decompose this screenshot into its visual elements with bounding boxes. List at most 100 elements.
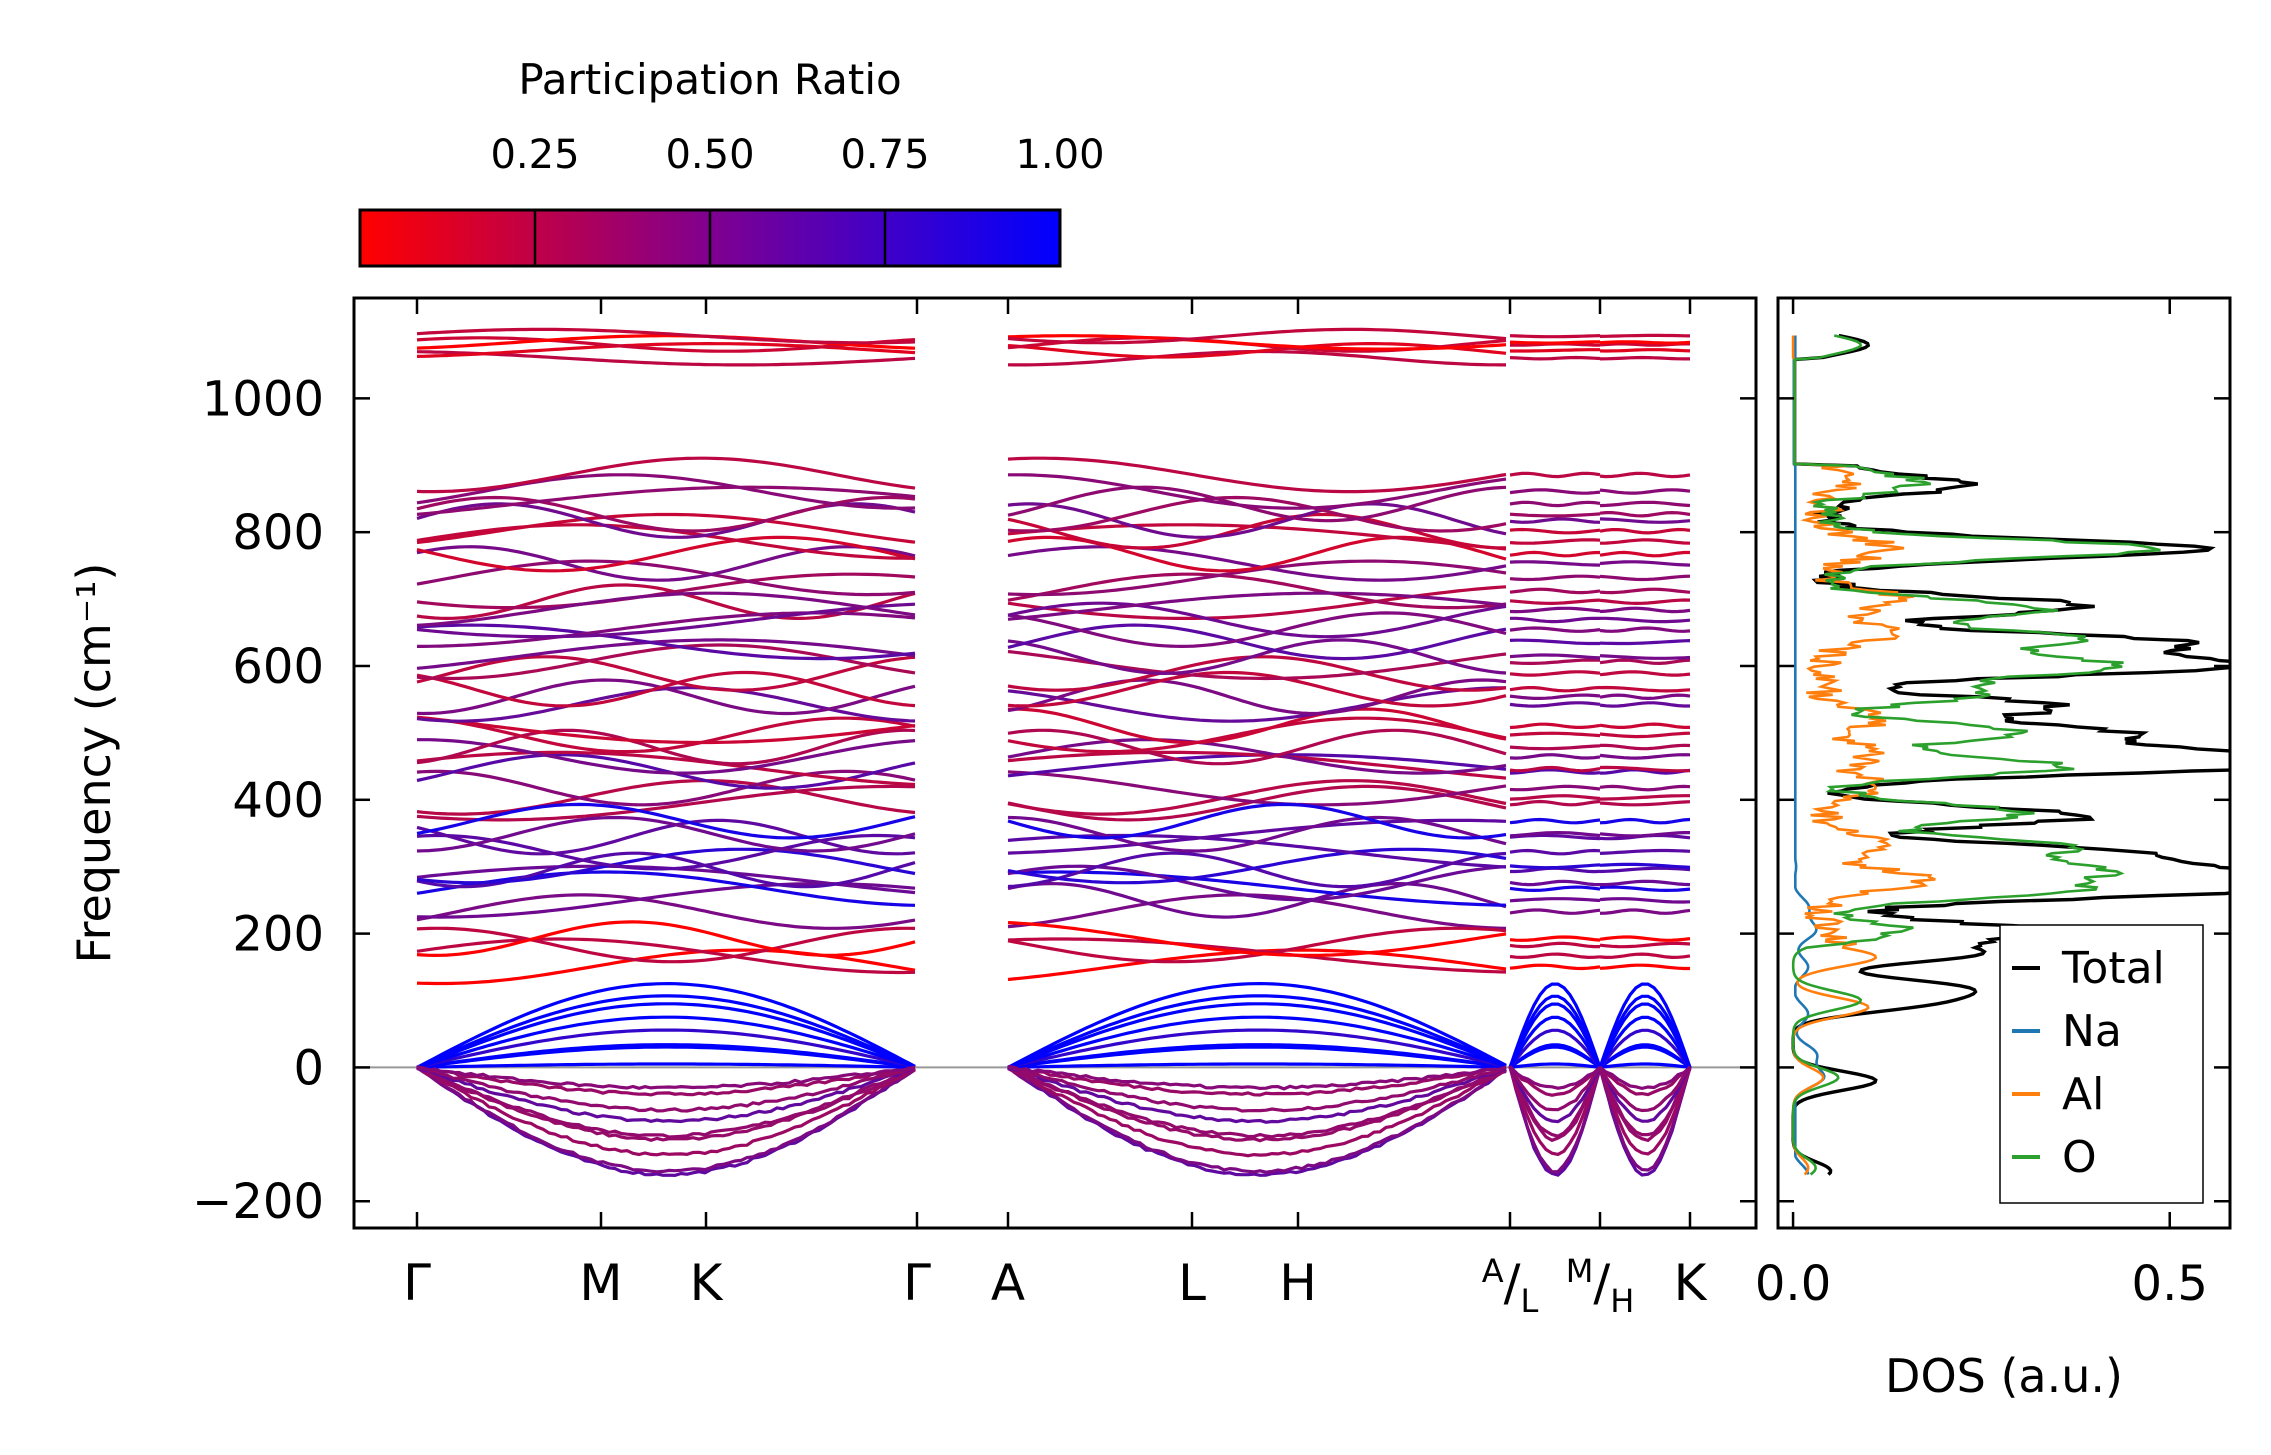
band-line [416,327,916,345]
band-line [1007,1065,1507,1091]
band-line [1007,1028,1507,1069]
band-line [416,473,916,510]
band-line [1509,952,1601,960]
band-line [417,738,916,775]
band-line [1599,935,1691,942]
band-line [1509,794,1601,801]
band-line [416,1015,916,1069]
band-line [1508,1066,1602,1174]
band-line [1510,616,1601,624]
k-path-label: L [1178,1254,1206,1312]
k-path-label: Γ [403,1254,431,1312]
dos-panel: 0.0 0.5 DOS (a.u.) Total Na Al O [1755,296,2232,1403]
band-line [1007,893,1507,930]
band-line [416,994,916,1069]
band-line [1599,693,1691,701]
band-line [1007,750,1507,780]
band-line [416,583,916,621]
band-structure-panel: −200 0 200 400 600 800 1000 Γ M K Γ A L H A/L M/H K Fre… [67,296,1758,1320]
band-line [416,1028,916,1069]
band-line [1007,847,1507,885]
band-line [1599,885,1691,893]
band-line [1007,512,1506,550]
band-line [1509,598,1601,606]
band-line [1509,731,1601,738]
band-line [1509,653,1601,660]
band-line [1599,658,1691,666]
y-tick-label: 1000 [202,371,324,427]
band-line [1599,538,1691,545]
y-tick-label: 200 [232,907,324,963]
band-line [1509,1062,1601,1069]
band-line [1509,355,1601,361]
band-line [1007,495,1507,533]
band-line [1509,885,1601,893]
band-line [1509,550,1601,558]
band-line [416,545,916,582]
band-line [1007,921,1507,958]
band-line [416,728,916,766]
dos-axes-frame [1776,296,2232,1230]
band-line [1509,830,1601,838]
band-line [1007,585,1507,620]
band-line [1599,471,1691,479]
band-line [1599,340,1691,345]
band-line [1007,738,1507,775]
band-line [1599,587,1691,595]
band-line [416,779,916,816]
colorbar-label: Participation Ratio [518,55,901,104]
band-line [1599,348,1691,353]
k-path-label: M [579,1254,622,1312]
band-line [1508,1066,1602,1138]
band-line [1599,574,1691,582]
band-line [1599,722,1690,729]
dos-x-tick-label: 0.0 [1755,1256,1831,1312]
band-line [416,1043,916,1069]
legend-label: Total [2061,943,2165,994]
band-line [416,1064,916,1113]
band-line [416,715,916,745]
band-line [1007,502,1507,539]
band-line [1509,941,1600,949]
band-line [416,870,916,907]
band-line [416,485,916,516]
band-line [416,678,916,716]
band-line [416,920,916,958]
band-line [1007,881,1507,919]
band-line [1599,941,1691,949]
legend-label: O [2062,1132,2097,1183]
band-line [1598,1065,1692,1137]
band-line [1007,770,1507,807]
band-line [416,784,916,822]
band-line [1509,722,1601,730]
band-line [416,1066,916,1090]
band-line [1509,1043,1601,1069]
k-path-labels: Γ M K Γ A L H A/L M/H K [403,1252,1708,1320]
band-line [1509,863,1601,870]
band-line [1509,897,1601,903]
band-line [1007,670,1507,708]
band-line [1007,545,1507,582]
band-line [1509,784,1601,792]
band-line [1007,707,1507,745]
band-line [1007,870,1507,907]
band-line [1599,598,1691,606]
colorbar-tick-label: 1.00 [1015,132,1104,178]
band-line [1007,1002,1507,1069]
band-line [1007,623,1507,661]
band-line [1007,802,1507,840]
band-line [1600,616,1691,624]
colorbar-tick-labels: 0.25 0.50 0.75 1.00 [490,132,1104,178]
band-line [1007,611,1507,649]
colorbar-tick-label: 0.50 [665,132,754,178]
band-line [1509,626,1601,633]
band-line [1007,572,1507,610]
band-line [1007,334,1507,351]
band-line [416,833,916,871]
band-line [1599,765,1691,773]
band-line [417,611,916,648]
band-line [1599,500,1691,508]
band-line [416,670,916,708]
dos-axis-ticks [1778,298,2230,1228]
